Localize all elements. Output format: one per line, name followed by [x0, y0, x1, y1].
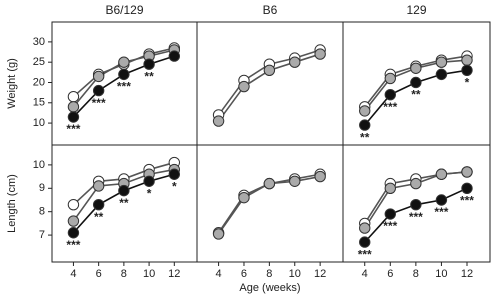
marker: [212, 115, 225, 127]
marker: [92, 180, 105, 192]
significance: *: [172, 179, 177, 193]
marker: [435, 56, 448, 68]
marker: [384, 88, 396, 101]
marker: [359, 105, 371, 117]
y-tick-label: 30: [33, 36, 45, 48]
panel-title: B6/129: [105, 3, 143, 17]
marker: [314, 170, 326, 183]
significance: **: [94, 210, 104, 224]
marker: [212, 228, 225, 240]
marker: [289, 175, 301, 187]
y-tick-label: 15: [33, 97, 45, 109]
marker: [461, 166, 473, 178]
x-axis-label: Age (weeks): [239, 282, 300, 294]
marker: [143, 175, 155, 187]
marker: [435, 68, 448, 81]
marker: [314, 48, 326, 60]
marker: [359, 222, 371, 234]
marker: [168, 50, 181, 62]
y-tick-label: 7: [39, 229, 45, 241]
marker: [238, 80, 250, 93]
marker: [359, 119, 371, 131]
significance: **: [144, 69, 154, 83]
y-tick-label: 10: [33, 159, 45, 171]
marker: [384, 72, 396, 85]
significance: *: [465, 75, 470, 89]
marker: [435, 194, 448, 206]
x-tick-label: 6: [241, 268, 247, 280]
x-tick-label: 12: [168, 268, 180, 280]
significance: ***: [460, 193, 474, 207]
significance: ***: [92, 96, 106, 110]
marker: [410, 177, 422, 190]
significance: ***: [66, 122, 80, 136]
x-tick-label: 4: [216, 268, 222, 280]
marker: [118, 184, 130, 197]
marker: [410, 198, 422, 211]
marker: [67, 215, 80, 227]
panel-frame: [342, 144, 491, 263]
significance: ***: [358, 247, 372, 261]
y-tick-label: 9: [39, 182, 45, 194]
y-axis-label: Length (cm): [6, 174, 18, 233]
marker: [67, 198, 80, 211]
y-tick-label: 8: [39, 206, 45, 218]
marker: [359, 236, 371, 248]
marker: [118, 68, 130, 81]
significance: **: [411, 88, 421, 102]
marker: [92, 70, 105, 83]
marker: [410, 62, 422, 74]
x-tick-label: 4: [70, 268, 76, 280]
y-axis-label: Weight (g): [6, 58, 18, 109]
marker: [67, 90, 80, 103]
x-tick-label: 8: [413, 268, 419, 280]
x-tick-label: 10: [289, 268, 301, 280]
marker: [289, 56, 301, 68]
marker: [384, 182, 396, 194]
x-tick-label: 10: [143, 268, 155, 280]
x-tick-label: 12: [314, 268, 326, 280]
marker: [92, 84, 105, 97]
x-tick-label: 6: [96, 268, 102, 280]
significance: **: [360, 130, 370, 144]
marker: [461, 64, 473, 77]
significance: ***: [66, 238, 80, 252]
marker: [461, 54, 473, 66]
significance: ***: [383, 219, 397, 233]
x-tick-label: 8: [266, 268, 272, 280]
y-tick-label: 25: [33, 56, 45, 68]
significance: **: [119, 196, 129, 210]
x-tick-label: 12: [461, 268, 473, 280]
panel-title: 129: [406, 3, 426, 17]
marker: [263, 177, 276, 190]
marker: [67, 101, 80, 113]
x-tick-label: 10: [435, 268, 447, 280]
marker: [238, 191, 250, 204]
y-tick-label: 10: [33, 117, 45, 129]
marker: [67, 111, 80, 123]
panel-title: B6: [263, 3, 278, 17]
significance: ***: [409, 210, 423, 224]
marker: [67, 227, 80, 239]
y-tick-label: 20: [33, 76, 45, 88]
marker: [92, 198, 105, 211]
significance: ***: [383, 100, 397, 114]
x-tick-label: 4: [362, 268, 368, 280]
marker: [384, 208, 396, 220]
marker: [263, 64, 276, 77]
marker: [143, 58, 155, 70]
x-tick-label: 6: [387, 268, 393, 280]
panel-frame: [196, 144, 344, 263]
significance: *: [147, 186, 152, 200]
significance: ***: [117, 80, 131, 94]
significance: ***: [434, 205, 448, 219]
marker: [435, 168, 448, 180]
marker: [118, 56, 130, 68]
marker: [461, 182, 473, 194]
marker: [168, 168, 181, 180]
x-tick-label: 8: [121, 268, 127, 280]
marker: [410, 76, 422, 89]
